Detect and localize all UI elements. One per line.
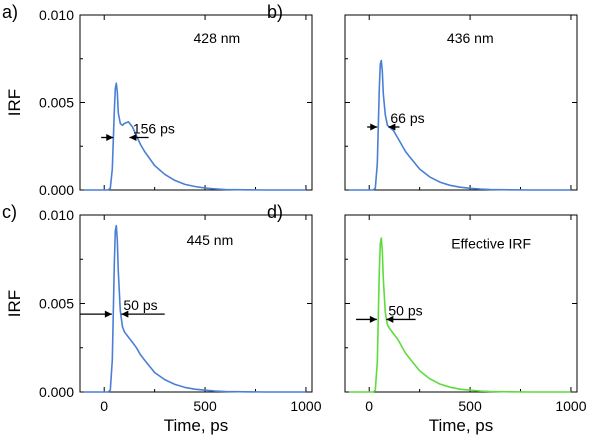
x-axis-title: Time, ps <box>164 416 229 435</box>
y-tick-label: 0.005 <box>39 296 74 312</box>
x-tick-label: 0 <box>365 398 373 414</box>
panel-b: b) 436 nm 66 ps <box>267 2 578 191</box>
x-tick-label: 1000 <box>290 398 321 414</box>
fwhm-label: 156 ps <box>133 121 175 137</box>
panel-letter: a) <box>2 2 18 22</box>
panel-d: 0 500 1000 Time, ps d) Effective IRF 50 ps <box>267 202 587 435</box>
y-axis-title: IRF <box>5 89 24 116</box>
x-tick-label: 500 <box>193 398 217 414</box>
panel-letter: d) <box>267 202 283 222</box>
x-tick-label: 500 <box>458 398 482 414</box>
fwhm-arrowhead-right <box>386 315 394 323</box>
y-axis-title: IRF <box>5 290 24 317</box>
panel-a: 0.000 0.005 0.010 IRF a) 428 nm 156 ps <box>2 2 313 198</box>
fwhm-arrowhead-right <box>129 134 137 141</box>
x-tick-label: 1000 <box>555 398 586 414</box>
panel-annotation: 436 nm <box>447 30 494 46</box>
x-tick-label: 0 <box>100 398 108 414</box>
panel-annotation: 428 nm <box>194 30 241 46</box>
panel-c: 0.000 0.005 0.010 0 500 1000 IRF Time, ps c) 445 … <box>2 202 322 435</box>
panel-letter: b) <box>267 2 283 22</box>
fwhm-arrowhead-left <box>106 134 114 141</box>
fwhm-label: 50 ps <box>388 302 422 318</box>
fwhm-arrowhead-right <box>388 123 396 131</box>
fwhm-arrowhead-right <box>121 310 129 318</box>
fwhm-arrowhead-left <box>369 315 377 323</box>
irf-curve <box>349 59 571 191</box>
y-tick-label: 0.005 <box>39 95 74 111</box>
irf-curve <box>349 237 571 393</box>
y-tick-label: 0.010 <box>39 207 74 223</box>
fwhm-arrowhead-left <box>104 310 112 318</box>
fwhm-label: 66 ps <box>390 110 424 126</box>
panel-letter: c) <box>2 202 17 222</box>
fwhm-label: 50 ps <box>123 297 157 313</box>
y-tick-label: 0.010 <box>39 7 74 23</box>
x-axis-title: Time, ps <box>429 416 494 435</box>
irf-curve <box>84 82 306 191</box>
irf-curve <box>84 224 306 393</box>
fwhm-arrowhead-left <box>370 123 378 131</box>
panel-annotation: 445 nm <box>187 232 234 248</box>
panel-annotation: Effective IRF <box>451 235 531 251</box>
y-tick-label: 0.000 <box>39 182 74 198</box>
y-tick-label: 0.000 <box>39 384 74 400</box>
